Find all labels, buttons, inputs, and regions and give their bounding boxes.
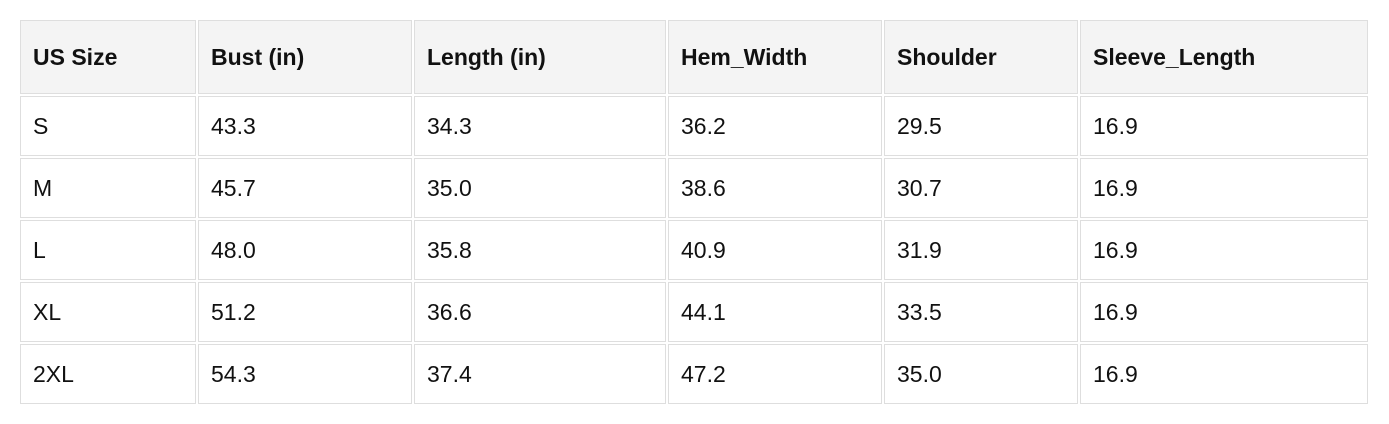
- table-cell: 40.9: [668, 220, 882, 280]
- table-cell: 43.3: [198, 96, 412, 156]
- column-header: Length (in): [414, 20, 666, 94]
- table-cell: XL: [20, 282, 196, 342]
- column-header: US Size: [20, 20, 196, 94]
- table-cell: 29.5: [884, 96, 1078, 156]
- table-cell: 48.0: [198, 220, 412, 280]
- table-cell: 47.2: [668, 344, 882, 404]
- column-header: Bust (in): [198, 20, 412, 94]
- table-row: S 43.3 34.3 36.2 29.5 16.9: [20, 96, 1368, 156]
- table-row: XL 51.2 36.6 44.1 33.5 16.9: [20, 282, 1368, 342]
- table-cell: 45.7: [198, 158, 412, 218]
- table-cell: 16.9: [1080, 220, 1368, 280]
- table-cell: 35.8: [414, 220, 666, 280]
- table-cell: 2XL: [20, 344, 196, 404]
- header-row: US Size Bust (in) Length (in) Hem_Width Shou…: [20, 20, 1368, 94]
- table-cell: 34.3: [414, 96, 666, 156]
- column-header: Sleeve_Length: [1080, 20, 1368, 94]
- table-cell: 44.1: [668, 282, 882, 342]
- table-row: 2XL 54.3 37.4 47.2 35.0 16.9: [20, 344, 1368, 404]
- table-cell: 38.6: [668, 158, 882, 218]
- column-header: Hem_Width: [668, 20, 882, 94]
- table-cell: 35.0: [884, 344, 1078, 404]
- table-cell: 37.4: [414, 344, 666, 404]
- table-cell: M: [20, 158, 196, 218]
- table-cell: S: [20, 96, 196, 156]
- table-cell: 16.9: [1080, 344, 1368, 404]
- table-cell: 51.2: [198, 282, 412, 342]
- table-row: L 48.0 35.8 40.9 31.9 16.9: [20, 220, 1368, 280]
- table-cell: 31.9: [884, 220, 1078, 280]
- table-row: M 45.7 35.0 38.6 30.7 16.9: [20, 158, 1368, 218]
- table-cell: 30.7: [884, 158, 1078, 218]
- table-cell: 35.0: [414, 158, 666, 218]
- table-cell: 16.9: [1080, 96, 1368, 156]
- table-cell: 16.9: [1080, 158, 1368, 218]
- table-cell: 36.6: [414, 282, 666, 342]
- column-header: Shoulder: [884, 20, 1078, 94]
- table-cell: L: [20, 220, 196, 280]
- table-cell: 33.5: [884, 282, 1078, 342]
- table-cell: 54.3: [198, 344, 412, 404]
- table-cell: 36.2: [668, 96, 882, 156]
- size-chart-table: US Size Bust (in) Length (in) Hem_Width Shou…: [18, 18, 1370, 406]
- table-cell: 16.9: [1080, 282, 1368, 342]
